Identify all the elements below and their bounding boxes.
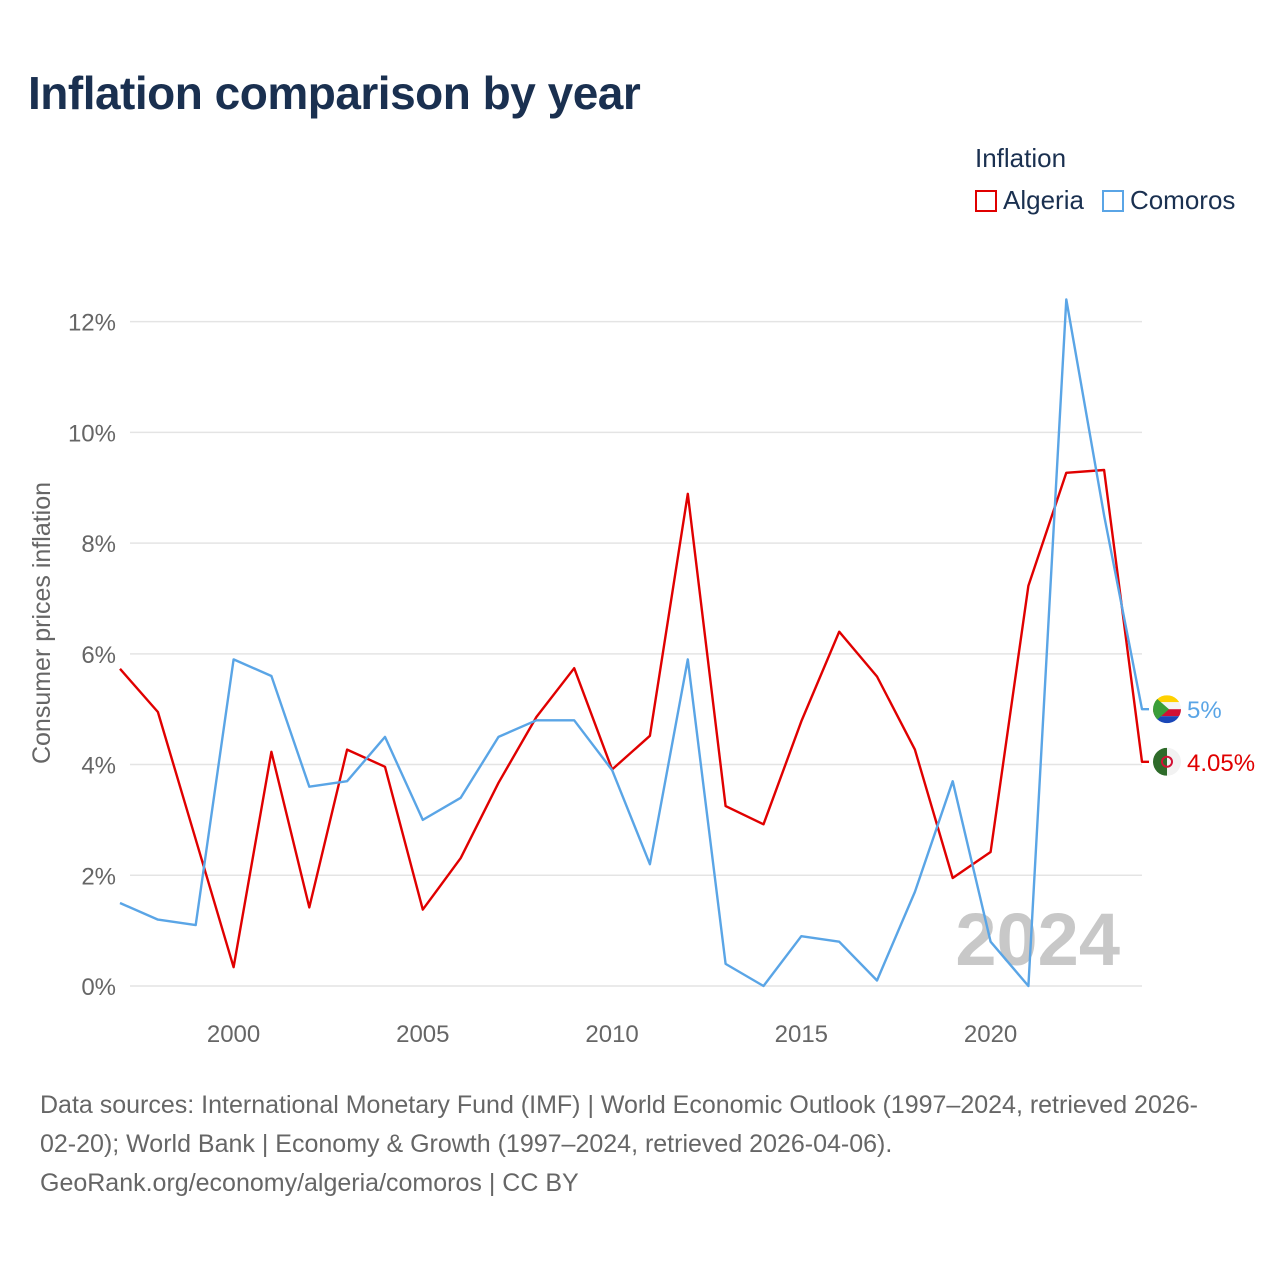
legend: Algeria Comoros (975, 185, 1253, 216)
y-tick-label: 8% (81, 531, 116, 558)
footer-sources-line-2: 02-20); World Bank | Economy & Growth (1… (40, 1130, 893, 1158)
y-tick-label: 0% (81, 974, 116, 1001)
x-tick-label: 2020 (964, 1021, 1017, 1048)
chart-title: Inflation comparison by year (28, 67, 641, 119)
y-tick-label: 4% (81, 753, 116, 780)
footer: Data sources: International Monetary Fun… (40, 1086, 1250, 1203)
x-tick-label: 2000 (207, 1021, 260, 1048)
legend-title: Inflation (975, 143, 1067, 173)
y-tick-label: 2% (81, 863, 116, 890)
legend-swatch-algeria (975, 189, 997, 212)
footer-credit[interactable]: GeoRank.org/economy/algeria/comoros | CC… (40, 1169, 579, 1197)
x-tick-label: 2015 (775, 1021, 828, 1048)
year-watermark: 2024 (955, 898, 1120, 981)
footer-sources-line-1: Data sources: International Monetary Fun… (40, 1091, 1198, 1119)
flag-icon-comoros (1153, 695, 1181, 724)
end-label-algeria: 4.05% (1187, 750, 1255, 777)
end-label-comoros: 5% (1187, 697, 1222, 724)
x-tick-label: 2010 (585, 1021, 638, 1048)
legend-swatch-comoros (1101, 189, 1124, 212)
legend-item-algeria[interactable]: Algeria (975, 185, 1084, 216)
legend-item-comoros[interactable]: Comoros (1101, 185, 1236, 216)
legend-label-algeria: Algeria (1003, 185, 1084, 215)
flag-icon-algeria (1153, 747, 1181, 776)
series-line-algeria[interactable] (119, 468, 1149, 969)
y-tick-label: 6% (81, 642, 116, 669)
x-tick-label: 2005 (396, 1021, 449, 1048)
y-axis-label: Consumer prices inflation (28, 482, 56, 764)
y-tick-label: 12% (68, 310, 116, 337)
legend-label-comoros: Comoros (1129, 185, 1236, 215)
y-tick-label: 10% (68, 420, 116, 447)
series-line-comoros[interactable] (119, 298, 1149, 988)
